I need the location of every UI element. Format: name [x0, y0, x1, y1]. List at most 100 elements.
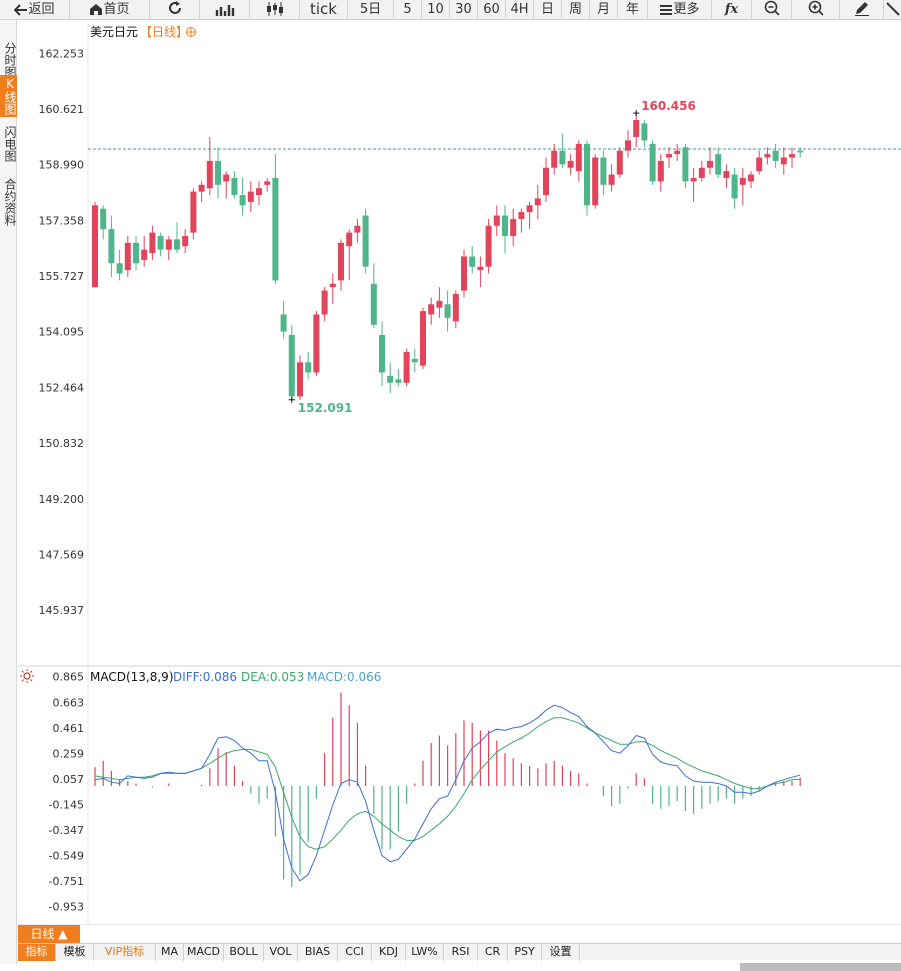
tab-contract-info[interactable]: 合约资料	[3, 178, 17, 226]
horizontal-scrollbar[interactable]	[740, 963, 901, 971]
candle-body	[567, 160, 574, 168]
ind-cci[interactable]: CCI	[338, 944, 372, 961]
macd-hist-value: MACD:0.066	[307, 670, 381, 684]
candle-body	[764, 154, 771, 158]
ind-rsi[interactable]: RSI	[444, 944, 478, 961]
zoom-out-button[interactable]	[752, 0, 792, 20]
period-week[interactable]: 周	[562, 0, 590, 20]
more-button[interactable]: 更多	[648, 0, 712, 20]
ind-vol[interactable]: VOL	[264, 944, 298, 961]
candle-body	[526, 205, 533, 213]
candle-body	[608, 174, 615, 185]
candle-body	[731, 174, 738, 199]
ind-lw[interactable]: LW%	[406, 944, 444, 961]
candle-body	[715, 154, 722, 175]
candle-body	[682, 147, 689, 182]
period-4h[interactable]: 4H	[506, 0, 534, 20]
tab-flash[interactable]: 闪电图	[3, 126, 17, 162]
ind-macd[interactable]: MACD	[184, 944, 224, 961]
candle-body	[518, 212, 525, 219]
period-5day[interactable]: 5日	[348, 0, 394, 20]
candle-body	[133, 242, 139, 264]
ind-tab-template[interactable]: 模板	[56, 944, 94, 961]
period-5min[interactable]: 5	[394, 0, 422, 20]
line-tool-button[interactable]	[884, 0, 901, 20]
ind-bias[interactable]: BIAS	[298, 944, 338, 961]
candle-body	[485, 225, 492, 267]
period-selector[interactable]: 日线 ▲	[18, 925, 80, 943]
candle-body	[616, 150, 623, 175]
ind-cr[interactable]: CR	[478, 944, 508, 961]
candle-body	[666, 154, 672, 158]
home-label: 首页	[103, 2, 130, 17]
high-marker	[633, 110, 640, 117]
ind-kdj[interactable]: KDJ	[372, 944, 406, 961]
macd-tick-label: 0.663	[53, 696, 85, 709]
candle-body	[403, 352, 410, 383]
candle-body	[633, 119, 640, 138]
ind-tab-indicators[interactable]: 指标	[18, 944, 56, 961]
ind-settings[interactable]: 设置	[542, 944, 580, 961]
price-tick-label: 150.832	[39, 437, 85, 450]
more-label: 更多	[673, 2, 700, 17]
candle-body	[206, 160, 213, 189]
candle-body	[584, 143, 590, 206]
candle-body	[772, 150, 779, 161]
high-price-label: 160.456	[641, 99, 696, 113]
low-marker	[288, 396, 295, 403]
formula-button[interactable]: fx	[712, 0, 752, 20]
candlestick-button[interactable]	[250, 0, 300, 20]
candle-body	[502, 215, 508, 236]
chart-type-button[interactable]	[200, 0, 250, 20]
draw-button[interactable]	[840, 0, 884, 20]
candle-body	[444, 304, 451, 318]
back-button[interactable]: 返回	[0, 0, 70, 20]
candle-body	[723, 171, 730, 178]
tick-button[interactable]: tick	[300, 0, 348, 20]
candle-body	[493, 215, 500, 226]
price-tick-label: 155.727	[39, 270, 85, 283]
candle-body	[534, 198, 541, 206]
settings-sun-icon[interactable]	[20, 669, 34, 683]
add-indicator-icon[interactable]	[186, 27, 196, 37]
candle-body	[411, 358, 418, 363]
low-price-label: 152.091	[298, 401, 353, 415]
period-60min[interactable]: 60	[478, 0, 506, 20]
candle-body	[379, 334, 385, 373]
candle-body	[198, 184, 205, 192]
candle-body	[338, 242, 344, 281]
candle-body	[789, 154, 795, 158]
price-tick-label: 158.990	[39, 159, 85, 172]
menu-icon	[660, 5, 673, 15]
candle-body	[592, 157, 599, 206]
period-day[interactable]: 日	[534, 0, 562, 20]
candle-body	[625, 140, 631, 151]
ind-psy[interactable]: PSY	[508, 944, 542, 961]
candle-body	[551, 150, 558, 168]
candle-body	[698, 167, 705, 178]
period-month[interactable]: 月	[590, 0, 618, 20]
candle-body	[108, 229, 115, 264]
tab-timeshare[interactable]: 分时图	[3, 42, 17, 78]
macd-title: MACD(13,8,9)	[90, 670, 174, 684]
back-label: 返回	[28, 2, 55, 17]
ind-boll[interactable]: BOLL	[224, 944, 264, 961]
period-10min[interactable]: 10	[422, 0, 450, 20]
macd-tick-label: -0.953	[49, 900, 84, 913]
candle-body	[395, 379, 402, 383]
toolbar: 返回 首页 tick 5日 5 10 30 60 4H 日 周 月 年 更多 f…	[0, 0, 901, 20]
tab-kline[interactable]: K线图	[0, 75, 17, 117]
period-30min[interactable]: 30	[450, 0, 478, 20]
macd-dea-line	[94, 717, 801, 850]
ind-ma[interactable]: MA	[156, 944, 184, 961]
candle-body	[165, 239, 172, 250]
home-button[interactable]: 首页	[70, 0, 150, 20]
candle-body	[280, 314, 287, 332]
candle-body	[543, 167, 549, 196]
refresh-button[interactable]	[150, 0, 200, 20]
zoom-in-button[interactable]	[792, 0, 840, 20]
ind-tab-vip[interactable]: VIP指标	[94, 944, 156, 961]
period-year[interactable]: 年	[618, 0, 648, 20]
candle-body	[124, 242, 131, 271]
chart-area[interactable]: 美元日元 【日线】 MACD(13,8,9) DIFF:0.086 DEA:0.…	[18, 21, 901, 925]
